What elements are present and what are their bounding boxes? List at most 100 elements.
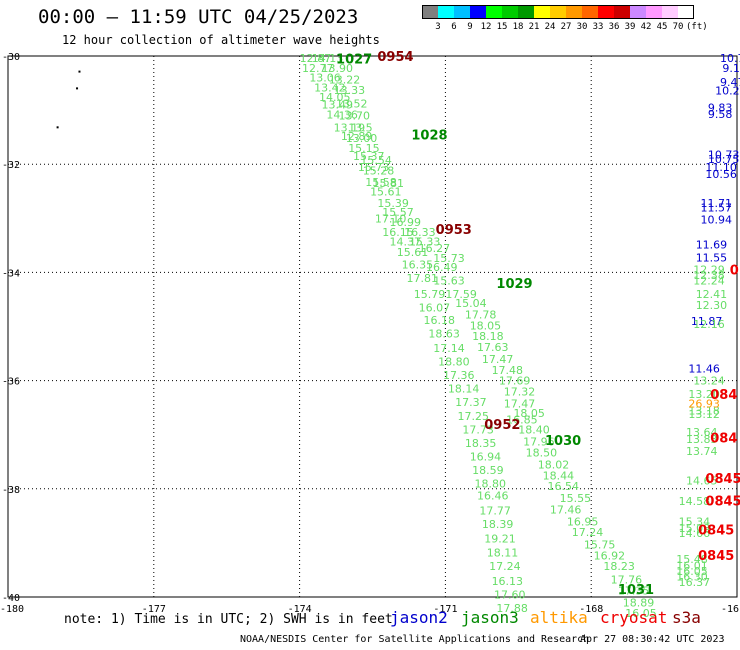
- x-tick-label: -180: [0, 604, 24, 615]
- data-point-label: 15.73: [358, 161, 390, 174]
- legend-swatch: [438, 5, 454, 19]
- data-point-label: 13.90: [321, 62, 353, 75]
- data-point-label: 16.30: [676, 570, 708, 583]
- data-point-label: 17.73: [462, 423, 494, 436]
- data-point-label: 15.61: [370, 185, 402, 198]
- data-point-label: 15.28: [363, 165, 395, 178]
- data-point-label: 10.94: [701, 213, 733, 226]
- data-point-label: 15.61: [397, 246, 429, 259]
- pass-time-label: 1031: [618, 583, 654, 598]
- data-point-label: 14.36: [326, 108, 358, 121]
- data-point-label: 11.71: [701, 197, 733, 210]
- data-point-label: 17.69: [499, 375, 531, 388]
- data-point-label: 16.92: [594, 549, 626, 562]
- x-tick-label: -174: [288, 604, 312, 615]
- data-point-label: 15.08: [679, 522, 711, 535]
- data-point-label: 18.18: [472, 330, 504, 343]
- data-point-label: 16.46: [477, 489, 509, 502]
- data-point-label: 12.30: [696, 299, 728, 312]
- pass-time-label: 084: [710, 431, 737, 446]
- data-point-label: 12.29: [693, 264, 725, 277]
- legend-tick-label: 30: [576, 22, 588, 32]
- data-point-label: 15.33: [409, 236, 441, 249]
- data-point-label: 13.33: [334, 84, 366, 97]
- data-point-label: 15.79: [414, 288, 446, 301]
- data-point-label: 13.12: [688, 408, 720, 421]
- data-point-label: 16.54: [547, 480, 579, 493]
- legend-swatch: [454, 5, 470, 19]
- x-tick-label: -16: [721, 604, 739, 615]
- data-point-label: 17.46: [550, 503, 582, 516]
- data-point-label: 17.35: [618, 585, 650, 598]
- data-point-label: 18.23: [603, 560, 635, 573]
- data-point-label: 13.00: [346, 132, 378, 145]
- legend-swatch: [614, 5, 630, 19]
- pass-time-label: 0: [730, 264, 739, 279]
- data-point-label: 13.49: [321, 99, 353, 112]
- data-point-label: 15.15: [348, 142, 380, 155]
- data-point-label: 16.07: [419, 302, 451, 315]
- data-point-label: 13.24: [693, 375, 725, 388]
- data-point-label: 16.01: [676, 560, 708, 573]
- data-point-label: 11.55: [696, 251, 728, 264]
- legend-swatch: [566, 5, 582, 19]
- page-subtitle: 12 hour collection of altimeter wave hei…: [62, 33, 380, 47]
- data-point-label: 17.36: [443, 369, 475, 382]
- data-point-label: 18.50: [526, 447, 558, 460]
- pass-time-label: 1027: [336, 53, 372, 68]
- x-tick-label: -177: [142, 604, 166, 615]
- data-point-label: 14.13: [312, 52, 344, 65]
- y-tick-label: -34: [2, 268, 20, 279]
- marker-dot: [78, 70, 81, 73]
- data-point-label: 18.63: [428, 328, 460, 341]
- data-point-label: 17.88: [496, 602, 528, 615]
- data-point-label: 14.05: [319, 91, 351, 104]
- legend-swatch: [678, 5, 694, 19]
- data-point-label: 12.38: [693, 269, 725, 282]
- y-tick-label: -32: [2, 160, 20, 171]
- data-point-label: 17.32: [504, 385, 535, 398]
- legend-tick-label: 18: [512, 22, 524, 32]
- data-point-label: 15.04: [455, 297, 487, 310]
- pass-time-label: 0845: [698, 549, 734, 564]
- legend-tick-label: 33: [592, 22, 604, 32]
- data-point-label: 18.40: [518, 423, 550, 436]
- data-point-label: 13.20: [688, 388, 720, 401]
- legend-tick-label: 3: [435, 22, 441, 32]
- legend-swatch: [550, 5, 566, 19]
- data-point-label: 13.06: [309, 72, 341, 85]
- data-point-label: 13.52: [336, 98, 368, 111]
- legend-swatch: [598, 5, 614, 19]
- footer-note: note: 1) Time is in UTC; 2) SWH is in fe…: [64, 612, 393, 627]
- data-point-label: 17.24: [489, 560, 521, 573]
- data-point-label: 18.39: [482, 518, 513, 531]
- legend-swatch: [662, 5, 678, 19]
- satellite-cryosat: cryosat: [600, 608, 668, 627]
- data-point-label: 9.58: [708, 108, 733, 121]
- data-point-label: 11.46: [688, 363, 720, 376]
- legend-tick-label: 24: [544, 22, 556, 32]
- data-point-label: 12.87: [300, 52, 332, 65]
- legend-swatch: [470, 5, 486, 19]
- data-point-label: 17.10: [375, 212, 407, 225]
- data-point-label: 16.37: [679, 576, 711, 589]
- data-point-label: 15.57: [382, 206, 414, 219]
- data-point-label: 12.41: [696, 288, 728, 301]
- data-point-label: 13.5: [348, 121, 373, 134]
- data-point-label: 18.80: [438, 356, 470, 369]
- pass-time-label: 1029: [496, 277, 532, 292]
- legend-tick-label: 27: [560, 22, 572, 32]
- data-point-label: 16.05: [625, 607, 657, 620]
- legend-tick-label: 12: [480, 22, 492, 32]
- legend-tick-label: 39: [624, 22, 636, 32]
- data-point-label: 16.94: [470, 450, 502, 463]
- data-point-label: 26.93: [688, 397, 720, 410]
- legend-swatch: [518, 5, 534, 19]
- data-point-label: 13.18: [688, 404, 720, 417]
- data-point-label: 18.44: [543, 469, 575, 482]
- data-point-label: 13.42: [314, 81, 346, 94]
- data-point-label: 16.05: [676, 565, 708, 578]
- data-point-label: 17.47: [482, 353, 513, 366]
- data-point-label: 13.22: [329, 73, 361, 86]
